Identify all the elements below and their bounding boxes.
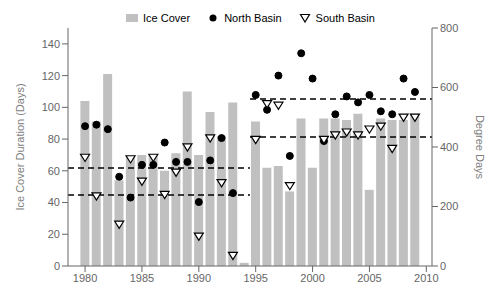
svg-text:800: 800 [440,22,458,34]
svg-text:1990: 1990 [187,272,211,284]
svg-text:Ice Cover Duration (Days): Ice Cover Duration (Days) [14,83,26,210]
svg-text:400: 400 [440,141,458,153]
svg-text:140: 140 [42,38,60,50]
svg-text:1995: 1995 [243,272,267,284]
svg-text:1985: 1985 [130,272,154,284]
svg-text:40: 40 [48,196,60,208]
html-text:South Basin: South Basin [315,12,375,24]
svg-text:0: 0 [54,260,60,272]
svg-text:120: 120 [42,70,60,82]
svg-text:2000: 2000 [300,272,324,284]
svg-text:Degree Days: Degree Days [474,115,486,180]
html-text:North Basin: North Basin [224,12,282,24]
svg-text:1980: 1980 [73,272,97,284]
html-text:Ice Cover: Ice Cover [143,12,191,24]
svg-text:80: 80 [48,133,60,145]
svg-text:2010: 2010 [414,272,438,284]
svg-text:200: 200 [440,200,458,212]
svg-text:100: 100 [42,101,60,113]
svg-text:2005: 2005 [357,272,381,284]
svg-text:600: 600 [440,81,458,93]
svg-text:20: 20 [48,228,60,240]
svg-text:0: 0 [440,260,446,272]
svg-text:60: 60 [48,165,60,177]
